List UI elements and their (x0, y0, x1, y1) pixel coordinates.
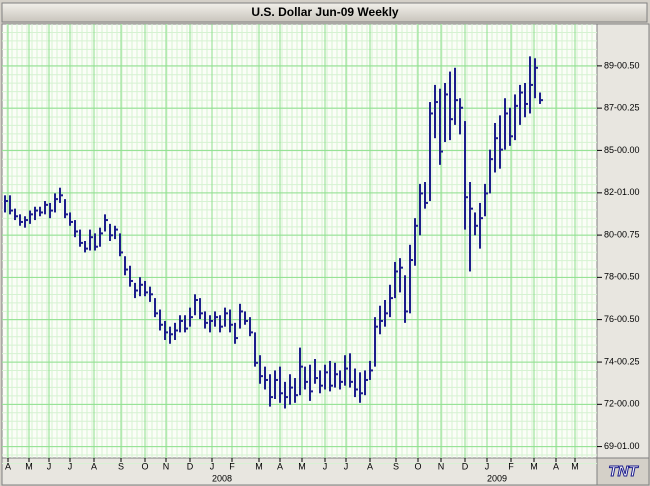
year-label: 2008 (212, 473, 232, 483)
x-tick-label: N (438, 461, 445, 471)
year-label: 2009 (487, 473, 507, 483)
x-tick-label: M (255, 461, 263, 471)
axes: 69-01.00 72-00.00 74-00.25 76-00.50 78-00.50… (5, 60, 640, 483)
x-tick-label: J (323, 461, 328, 471)
logo: TNT (608, 463, 639, 480)
x-tick-label: M (530, 461, 538, 471)
y-tick-label: 76-00.50 (604, 314, 640, 324)
x-tick-label: D (462, 461, 469, 471)
x-tick-label: J (47, 461, 52, 471)
x-tick-label: O (414, 461, 421, 471)
logo-panel (596, 457, 650, 486)
y-tick-label: 82-01.00 (604, 187, 640, 197)
x-tick-label: A (367, 461, 373, 471)
bars (4, 56, 543, 409)
y-tick-label: 69-01.00 (604, 441, 640, 451)
x-tick-label: M (25, 461, 33, 471)
x-tick-label: N (163, 461, 170, 471)
chart-title: U.S. Dollar Jun-09 Weekly (251, 5, 398, 19)
x-tick-label: S (393, 461, 399, 471)
x-tick-label: J (210, 461, 215, 471)
title-bar (1, 2, 648, 23)
x-tick-label: F (229, 461, 235, 471)
x-tick-label: A (277, 461, 283, 471)
y-tick-label: 89-00.50 (604, 60, 640, 70)
y-tick-label: 72-00.00 (604, 399, 640, 409)
x-tick-label: M (571, 461, 579, 471)
x-tick-label: J (68, 461, 73, 471)
y-tick-label: 74-00.25 (604, 356, 640, 366)
y-tick-label: 85-00.00 (604, 145, 640, 155)
y-tick-label: 78-00.50 (604, 272, 640, 282)
x-tick-label: F (508, 461, 514, 471)
x-tick-label: J (344, 461, 349, 471)
x-tick-label: A (5, 461, 11, 471)
x-tick-label: D (187, 461, 194, 471)
y-tick-label: 87-00.25 (604, 103, 640, 113)
x-tick-label: A (553, 461, 559, 471)
x-tick-label: S (118, 461, 124, 471)
x-tick-label: O (141, 461, 148, 471)
x-tick-label: M (298, 461, 306, 471)
y-axis-panel (596, 23, 650, 459)
x-tick-label: A (91, 461, 97, 471)
y-tick-label: 80-00.75 (604, 229, 640, 239)
x-tick-label: J (485, 461, 490, 471)
